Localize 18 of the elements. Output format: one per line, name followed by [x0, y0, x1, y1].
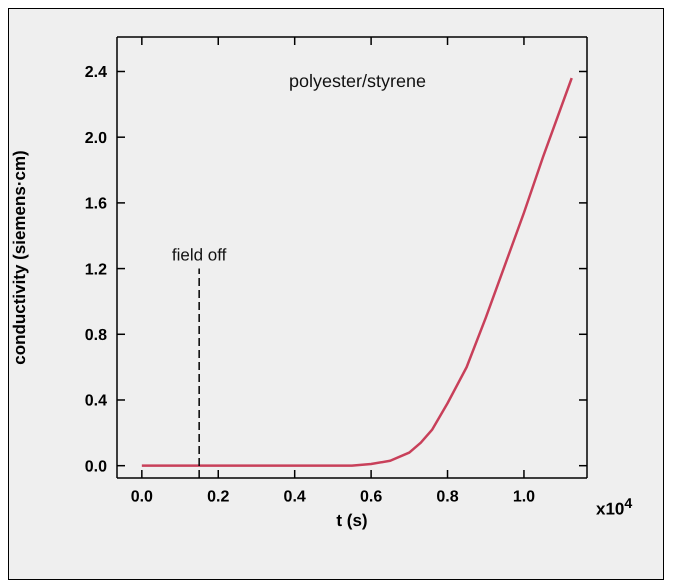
x-tick-label: 0.8: [436, 488, 459, 506]
x-tick-label: 0.0: [130, 488, 154, 506]
text: x10$^{4}$: [596, 496, 632, 520]
x-tick-label: 1.0: [512, 488, 536, 506]
y-axis-title: conductivity (siemens·cm): [10, 150, 30, 365]
y-tick-label: 2.0: [84, 130, 108, 147]
y-tick-label: 0.4: [84, 392, 108, 410]
x-tick-label: 0.2: [207, 488, 230, 506]
x-tick-label: 0.4: [284, 488, 306, 506]
x-axis-title: t (s): [336, 511, 368, 530]
y-tick-label: 0.0: [84, 458, 108, 476]
ref-line-label: field off: [172, 246, 227, 265]
y-tick-label: 1.6: [84, 196, 108, 213]
x-tick-label: 0.6: [360, 488, 382, 506]
y-tick-label: 1.2: [84, 261, 108, 278]
y-tick-label: 0.8: [84, 326, 108, 344]
y-tick-label: 2.4: [84, 64, 108, 82]
text: polyester/styrene: [289, 71, 426, 92]
